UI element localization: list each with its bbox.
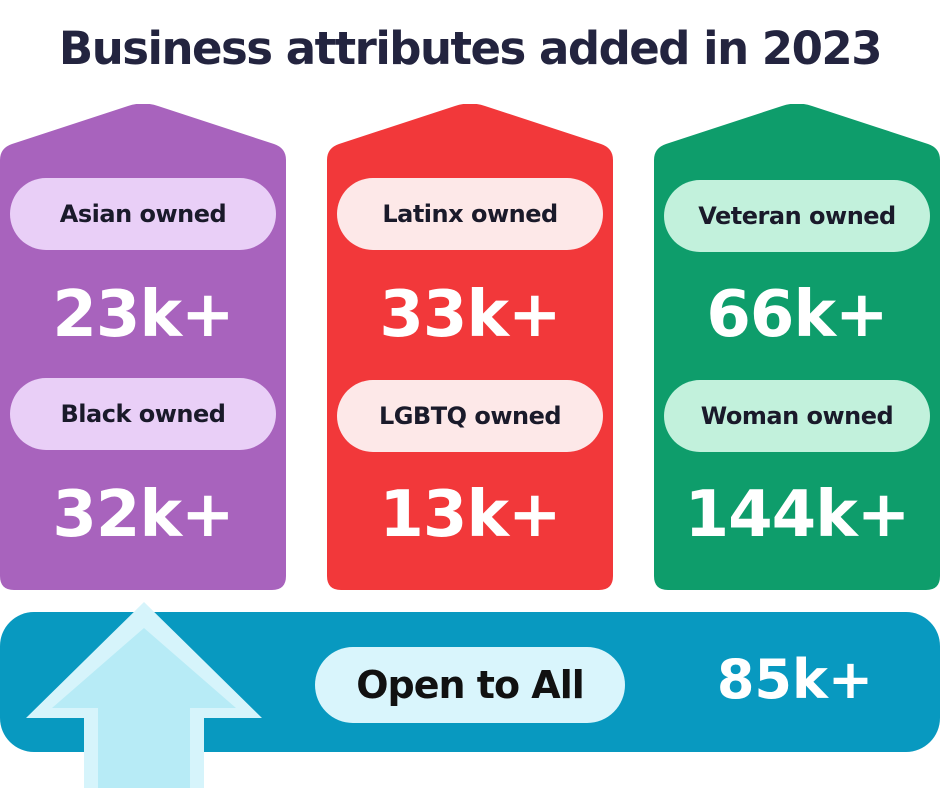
value-woman-owned: 144k+ — [684, 478, 911, 552]
pill-asian-owned: Asian owned — [10, 178, 276, 250]
value-lgbtq-owned: 13k+ — [379, 478, 561, 552]
column-2: Latinx owned 33k+ LGBTQ owned 13k+ — [327, 104, 613, 590]
value-black-owned: 32k+ — [52, 478, 234, 552]
up-arrow-icon — [26, 602, 262, 788]
pill-woman-owned: Woman owned — [664, 380, 930, 452]
pill-lgbtq-owned: LGBTQ owned — [337, 380, 603, 452]
column-3: Veteran owned 66k+ Woman owned 144k+ — [654, 104, 940, 590]
column-1: Asian owned 23k+ Black owned 32k+ — [0, 104, 286, 590]
value-asian-owned: 23k+ — [52, 278, 234, 352]
open-to-all-value: 85k+ — [716, 648, 874, 711]
page-title: Business attributes added in 2023 — [58, 22, 883, 75]
pill-veteran-owned: Veteran owned — [664, 180, 930, 252]
value-veteran-owned: 66k+ — [706, 278, 888, 352]
open-to-all-pill: Open to All — [315, 647, 625, 723]
value-latinx-owned: 33k+ — [379, 278, 561, 352]
pill-latinx-owned: Latinx owned — [337, 178, 603, 250]
pill-black-owned: Black owned — [10, 378, 276, 450]
